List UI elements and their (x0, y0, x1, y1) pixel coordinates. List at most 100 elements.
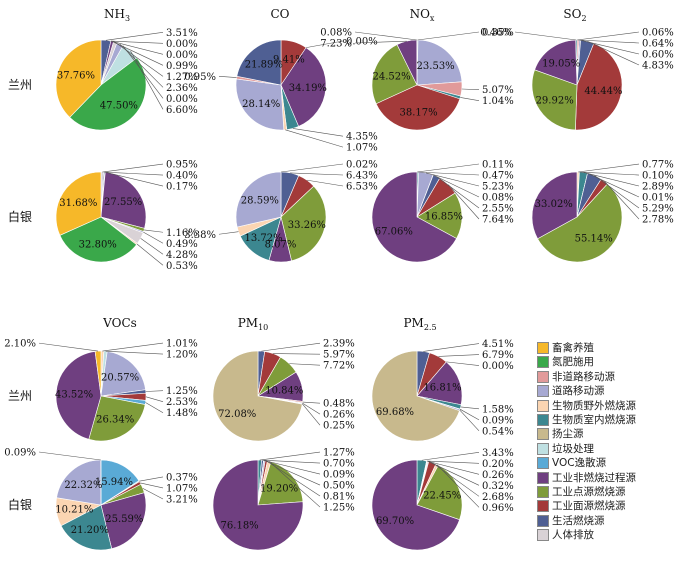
slice-label: 1.25% (166, 386, 198, 397)
slice-label: 1.16% (166, 228, 198, 239)
slice-label: 27.55% (104, 197, 142, 208)
slice-label: 0.32% (482, 481, 514, 492)
slice-label: 0.64% (642, 39, 674, 50)
slice-label: 0.46% (480, 28, 512, 39)
legend-label: 工业面源燃烧源 (552, 500, 626, 513)
slice-label: 0.47% (482, 171, 514, 182)
leader-line (302, 403, 321, 426)
leader-line (136, 243, 164, 266)
leader-line (285, 129, 344, 148)
pie-slice (55, 39, 102, 118)
leader-line (290, 172, 344, 176)
pie-slice (531, 69, 578, 131)
slice-label: 38.17% (399, 107, 437, 118)
slice-label: 47.50% (100, 101, 138, 112)
slice-label: 7.23% (320, 39, 352, 50)
leader-line (583, 172, 640, 187)
leader-line (433, 174, 480, 198)
slice-label: 0.01% (642, 193, 674, 204)
leader-line (112, 41, 164, 66)
leader-line (417, 31, 480, 41)
slice-label: 2.36% (166, 83, 198, 94)
pie-slice (100, 171, 147, 229)
pie-兰州-VOCs: 20.57% 26.34% 43.52% 1.01%1.20% 1.25%2.53%1.… (4, 339, 198, 442)
legend-label: 垃圾处理 (552, 442, 594, 455)
slice-label: 16.81% (423, 383, 461, 394)
slice-label: 0.00% (166, 94, 198, 105)
slice-label: 0.10% (642, 171, 674, 182)
slice-label: 16.85% (425, 212, 463, 223)
slice-label: 22.32% (64, 480, 102, 491)
slice-label: 0.00% (346, 36, 378, 47)
leader-line (302, 401, 321, 404)
slice-label: 5.29% (642, 204, 674, 215)
slice-label: 31.68% (59, 198, 97, 209)
leader-line (578, 163, 640, 173)
pie-slice (235, 171, 282, 228)
column-title-bottom-0: VOCs (102, 316, 137, 330)
pie-slice (371, 171, 457, 263)
pie-slice (534, 39, 578, 86)
legend-label: 工业非燃烧过程源 (552, 471, 636, 484)
slice-label: 1.58% (482, 404, 514, 415)
slice-label: 1.20% (166, 350, 198, 361)
leader-line (436, 176, 480, 209)
leader-line (145, 390, 164, 392)
leader-line (448, 184, 480, 220)
slice-label: 20.57% (101, 372, 139, 383)
slice-label: 0.17% (166, 182, 198, 193)
slice-label: 29.92% (536, 96, 574, 107)
legend-label: 人体排放 (552, 529, 594, 542)
slice-label: 69.68% (376, 407, 414, 418)
slice-label: 6.43% (346, 171, 378, 182)
slice-label: 4.51% (482, 339, 514, 350)
leader-line (604, 181, 640, 220)
pie-兰州-NH3: 47.50%37.76%3.51%0.00%0.00%0.99%1.27%2.3… (55, 28, 198, 131)
leader-line (110, 40, 164, 44)
pie-slice (531, 171, 578, 240)
pie-slice (236, 39, 282, 86)
leader-line (38, 342, 99, 352)
slice-label: 8.07% (265, 239, 297, 250)
slice-label: 2.10% (4, 339, 36, 350)
pie-slice (55, 351, 102, 440)
legend-swatch (537, 342, 549, 354)
slice-label: 26.34% (96, 414, 134, 425)
column-title-top-3: SO2 (563, 7, 586, 23)
leader-line (459, 408, 480, 421)
pie-白银-SO2: 55.14% 33.02% 0.77%0.10%2.89%0.01%5.29%2.7… (531, 160, 674, 263)
slice-label: 0.25% (323, 421, 355, 432)
leader-line (579, 171, 640, 176)
pie-slice (235, 78, 285, 131)
leader-line (577, 31, 640, 41)
slice-label: 28.59% (241, 196, 279, 207)
pie-白银-PM2.5: 22.45% 69.70% 3.43%0.20%0.26%0.32%2.68%0.9… (371, 448, 514, 551)
slice-label: 1.01% (166, 339, 198, 350)
leader-line (302, 402, 321, 415)
leader-line (438, 354, 480, 357)
slice-label: 1.48% (166, 408, 198, 419)
slice-label: 33.26% (288, 220, 326, 231)
slice-label: 1.07% (346, 143, 378, 154)
slice-label: 69.70% (376, 516, 414, 527)
slice-label: 0.00% (166, 39, 198, 50)
leader-line (263, 460, 321, 475)
legend-swatch (537, 370, 549, 383)
leader-line (460, 97, 480, 102)
slice-label: 0.70% (323, 459, 355, 470)
leader-line (115, 42, 164, 77)
leader-line (144, 229, 164, 233)
slice-label: 13.72% (244, 233, 282, 244)
slice-label: 0.95% (166, 160, 198, 171)
column-title-bottom-1: PM10 (238, 316, 269, 332)
legend-label: 道路移动源 (552, 385, 605, 398)
legend-label: 氮肥施用 (552, 356, 594, 369)
slice-label: 7.64% (482, 215, 514, 226)
slice-label: 0.08% (482, 193, 514, 204)
leader-line (104, 171, 164, 176)
column-title-bottom-2: PM2.5 (403, 316, 436, 332)
leader-line (514, 31, 577, 41)
leader-line (259, 451, 321, 461)
slice-label: 4.35% (346, 132, 378, 143)
leader-line (354, 40, 407, 44)
